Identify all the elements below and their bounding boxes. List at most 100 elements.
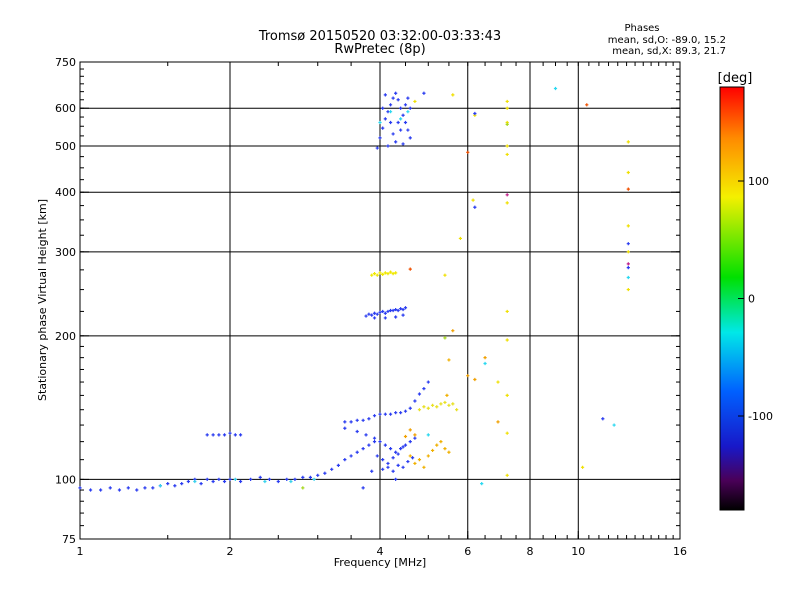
data-point [439,440,443,444]
data-point [330,467,334,471]
data-point [394,307,398,312]
y-axis-ticks: 75 100 200 300 400 500 600 750 [55,56,680,546]
grid-lines [80,62,680,539]
data-point [372,440,377,444]
data-point [372,436,377,440]
data-point [394,411,398,415]
data-point [417,392,422,396]
data-point [143,486,147,490]
data-point [399,307,403,311]
data-point [626,287,630,292]
data-point [422,405,426,409]
data-point [396,308,400,313]
data-point [367,312,371,316]
data-point [364,314,368,318]
data-point [381,467,385,471]
data-point [117,488,122,492]
data-point [383,93,387,97]
data-point [417,408,422,412]
y-tick-label: 75 [62,533,76,546]
x-tick-label: 4 [377,545,384,558]
data-point [505,201,509,205]
data-point [601,417,605,421]
data-point [375,454,379,458]
data-point [430,448,435,453]
data-point [88,488,93,492]
data-point [126,486,130,490]
data-point [408,267,412,271]
data-point [408,406,412,410]
data-point [355,450,359,454]
data-point [435,405,439,409]
data-point [401,113,405,117]
data-point [394,140,398,144]
data-point [78,486,82,490]
data-point [381,126,385,130]
y-tick-label: 100 [55,473,76,486]
data-point [355,429,359,434]
data-point [386,461,390,466]
data-point [186,479,190,484]
data-point [403,120,408,125]
data-point [391,272,395,276]
data-point [408,136,412,140]
data-point [370,273,374,277]
data-point [399,447,403,451]
data-point [445,393,449,398]
data-point [626,250,630,254]
data-point [401,307,405,312]
data-point [505,99,509,104]
data-point [505,473,509,477]
data-point [403,434,408,439]
data-point [217,477,221,482]
data-point [378,310,382,314]
data-point [394,271,398,275]
data-point [391,96,395,100]
data-point [205,433,209,437]
data-point [263,479,267,484]
data-point [626,170,630,175]
data-point [293,477,297,482]
data-point [396,452,400,456]
data-point [443,336,447,340]
data-point [199,481,203,486]
x-tick-label: 1 [77,545,84,558]
data-point [505,309,509,314]
data-point [396,463,400,467]
data-point [426,406,430,410]
data-point [505,122,509,126]
data-point [626,140,630,144]
data-point [349,454,353,458]
x-tick-label: 2 [227,545,234,558]
data-point [408,106,412,110]
data-point [399,128,403,132]
data-point [378,440,382,444]
data-point [228,431,232,435]
data-point [312,477,316,482]
data-point [343,426,347,430]
data-point [378,136,382,140]
data-point [361,447,365,451]
data-point [447,450,451,454]
data-point [483,361,487,366]
data-point [343,458,347,462]
data-point [301,486,305,490]
data-point [343,420,347,424]
phases-x-stats: mean, sd,X: 89.3, 21.7 [612,46,726,57]
data-point [447,358,451,362]
data-point [361,418,365,422]
data-point [217,433,221,437]
data-point [289,479,293,484]
phases-o-stats: mean, sd,O: -89.0, 15.2 [608,35,726,46]
data-point [426,433,430,437]
data-point [381,272,385,277]
data-point [372,316,377,320]
data-point [386,272,390,276]
data-point [473,205,477,209]
data-point [408,428,412,432]
data-point [391,456,395,460]
data-point [375,146,379,150]
data-point [435,443,439,447]
data-point [388,120,393,125]
